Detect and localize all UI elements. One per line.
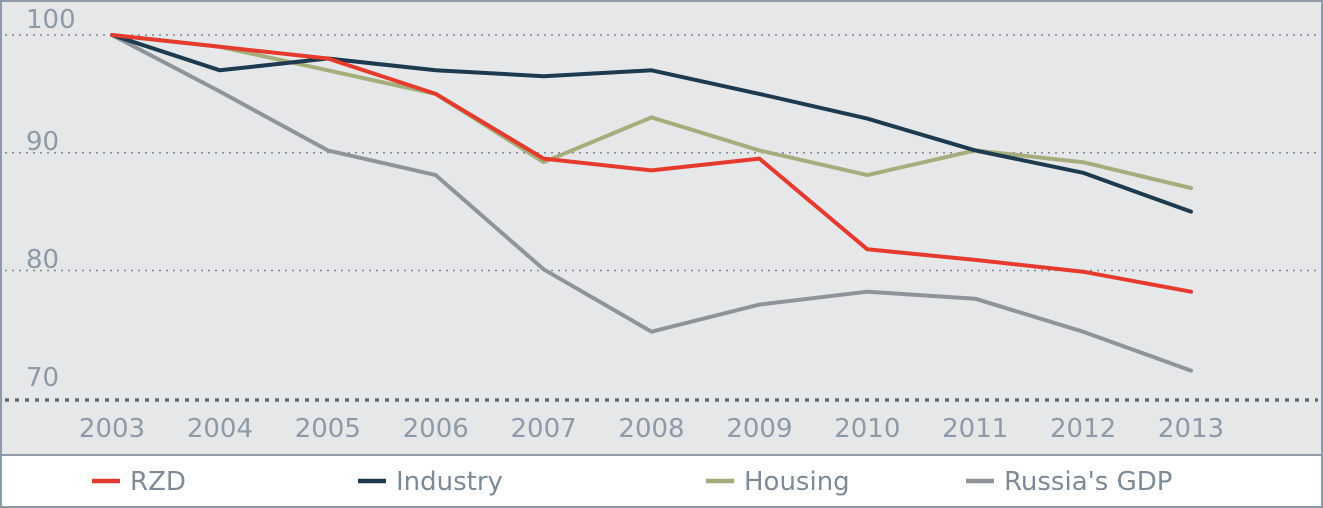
x-tick-label: 2008 [618, 414, 684, 444]
x-tick-label: 2012 [1050, 414, 1116, 444]
x-tick-label: 2007 [511, 414, 577, 444]
x-tick-label: 2010 [834, 414, 900, 444]
legend-item-housing: Housing [706, 467, 850, 497]
plot-area [0, 0, 1323, 455]
legend: RZD Industry Housing Russia's GDP [92, 467, 1172, 497]
legend-item-russia-s-gdp: Russia's GDP [966, 467, 1172, 497]
y-tick-label: 80 [26, 245, 59, 275]
series-line-russia-s-gdp [110, 33, 1193, 373]
series-line-industry [110, 33, 1193, 214]
y-axis-ticks: 100 90 80 70 [26, 5, 76, 393]
x-tick-label: 2003 [79, 414, 145, 444]
legend-label: Russia's GDP [1004, 467, 1172, 497]
y-tick-label: 70 [26, 363, 59, 393]
legend-item-industry: Industry [358, 467, 503, 497]
y-tick-label: 90 [26, 127, 59, 157]
legend-label: Housing [744, 467, 850, 497]
y-tick-label: 100 [26, 5, 76, 35]
x-tick-label: 2004 [187, 414, 253, 444]
x-tick-label: 2011 [942, 414, 1008, 444]
series-lines [110, 33, 1193, 373]
legend-label: RZD [130, 467, 186, 497]
legend-label: Industry [396, 467, 503, 497]
x-tick-label: 2005 [295, 414, 361, 444]
x-tick-label: 2006 [403, 414, 469, 444]
legend-item-rzd: RZD [92, 467, 186, 497]
x-axis-ticks: 2003 2004 2005 2006 2007 2008 2009 2010 2011 2012… [79, 414, 1224, 444]
x-tick-label: 2013 [1158, 414, 1224, 444]
legend-area [0, 455, 1323, 508]
grid-lines [5, 34, 1318, 402]
x-tick-label: 2009 [726, 414, 792, 444]
series-line-rzd [110, 33, 1193, 294]
